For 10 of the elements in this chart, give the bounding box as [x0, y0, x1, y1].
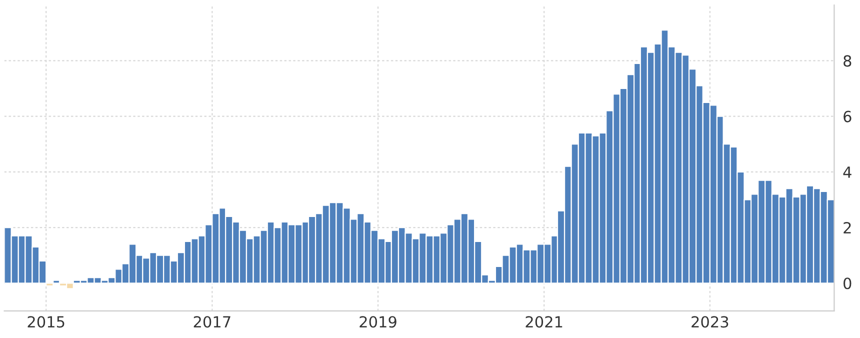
y-tick-label: 8: [844, 55, 852, 67]
x-tick-label: 2021: [526, 316, 562, 328]
y-tick-label: 6: [844, 110, 852, 122]
x-tick-label: 2017: [194, 316, 230, 328]
x-tick-label: 2019: [360, 316, 396, 328]
x-tick-label: 2023: [692, 316, 728, 328]
x-tick-label: 2015: [28, 316, 64, 328]
y-tick-label: 2: [844, 222, 851, 234]
y-tick-label: 0: [844, 278, 852, 290]
y-tick-label: 4: [843, 166, 852, 178]
